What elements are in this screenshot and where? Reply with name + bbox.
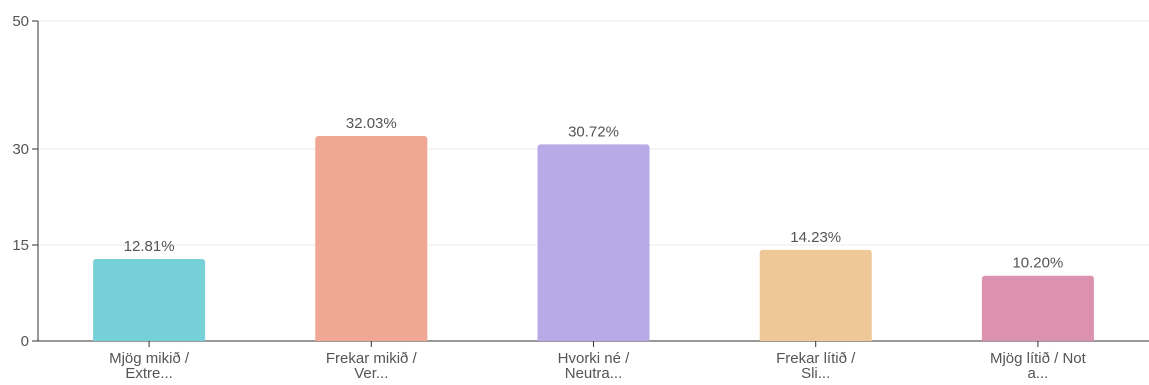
bar-base <box>981 337 1094 341</box>
bar-base <box>315 337 428 341</box>
data-label: 12.81% <box>124 238 175 255</box>
y-tick-label: 0 <box>21 333 29 350</box>
data-label: 30.72% <box>568 123 619 140</box>
bar <box>759 249 872 341</box>
y-tick-label: 15 <box>12 237 29 254</box>
y-tick-label: 30 <box>12 141 29 158</box>
data-label: 10.20% <box>1012 255 1063 272</box>
x-tick-label: a... <box>1027 365 1048 382</box>
x-tick-label: Mjög lítið / Not <box>990 350 1087 367</box>
x-tick-label: Frekar mikið / <box>326 350 418 367</box>
x-tick-label: Mjög mikið / <box>109 350 190 367</box>
data-label: 32.03% <box>346 115 397 132</box>
data-label: 14.23% <box>790 229 841 246</box>
x-tick-label: Frekar lítið / <box>776 350 856 367</box>
bar-base <box>537 337 650 341</box>
x-tick-label: Extre... <box>125 365 173 382</box>
x-tick-label: Neutra... <box>565 365 623 382</box>
bars <box>93 136 1094 341</box>
bar-base <box>93 337 206 341</box>
bar <box>315 136 428 341</box>
bar-base <box>759 337 872 341</box>
bar <box>981 275 1094 341</box>
x-tick-label: Hvorki né / <box>558 350 631 367</box>
bar <box>537 144 650 341</box>
bar <box>93 259 206 341</box>
labels: 12.81% Mjög mikið /Extre... 32.03% Frekar m… <box>109 115 1087 382</box>
x-tick-label: Sli... <box>801 365 830 382</box>
y-tick-label: 50 <box>12 13 29 30</box>
x-tick-label: Ver... <box>354 365 388 382</box>
